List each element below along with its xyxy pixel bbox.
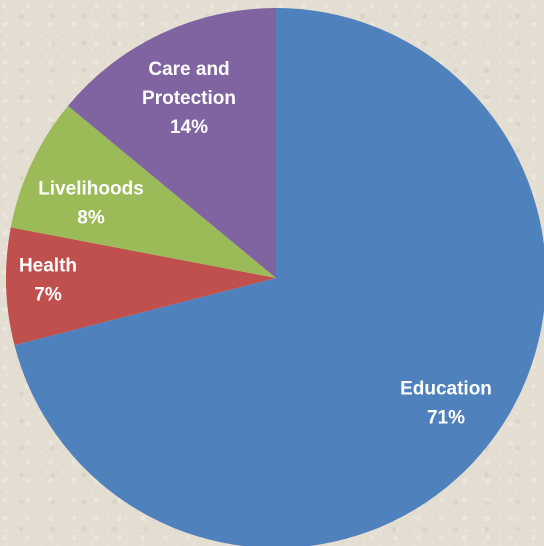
slice-label-care-and-protection: Care and Protection 14% (142, 59, 236, 138)
slice-label-line: Health (19, 256, 77, 277)
slice-label-line: 8% (77, 208, 105, 229)
slice-label-line: 7% (34, 285, 62, 306)
slice-label-line: 14% (170, 117, 208, 138)
slice-label-line: 71% (427, 408, 465, 429)
slice-label-line: Care and (148, 59, 229, 80)
pie-slice-livelihoods (10, 105, 277, 278)
slice-label-education: Education 71% (400, 379, 492, 429)
slice-label-line: Protection (142, 88, 236, 109)
slice-label-line: Livelihoods (38, 179, 144, 200)
slice-label-livelihoods: Livelihoods 8% (38, 179, 144, 229)
pie-slices (6, 8, 544, 546)
pie-slice-education (14, 8, 544, 546)
pie-slice-health (6, 227, 277, 346)
pie-labels: Education 71% Health 7% Livelihoods 8% Care an… (19, 59, 492, 429)
pie-slice-care-and-protection (67, 8, 276, 278)
slice-label-health: Health 7% (19, 256, 77, 306)
slice-label-line: Education (400, 379, 492, 400)
